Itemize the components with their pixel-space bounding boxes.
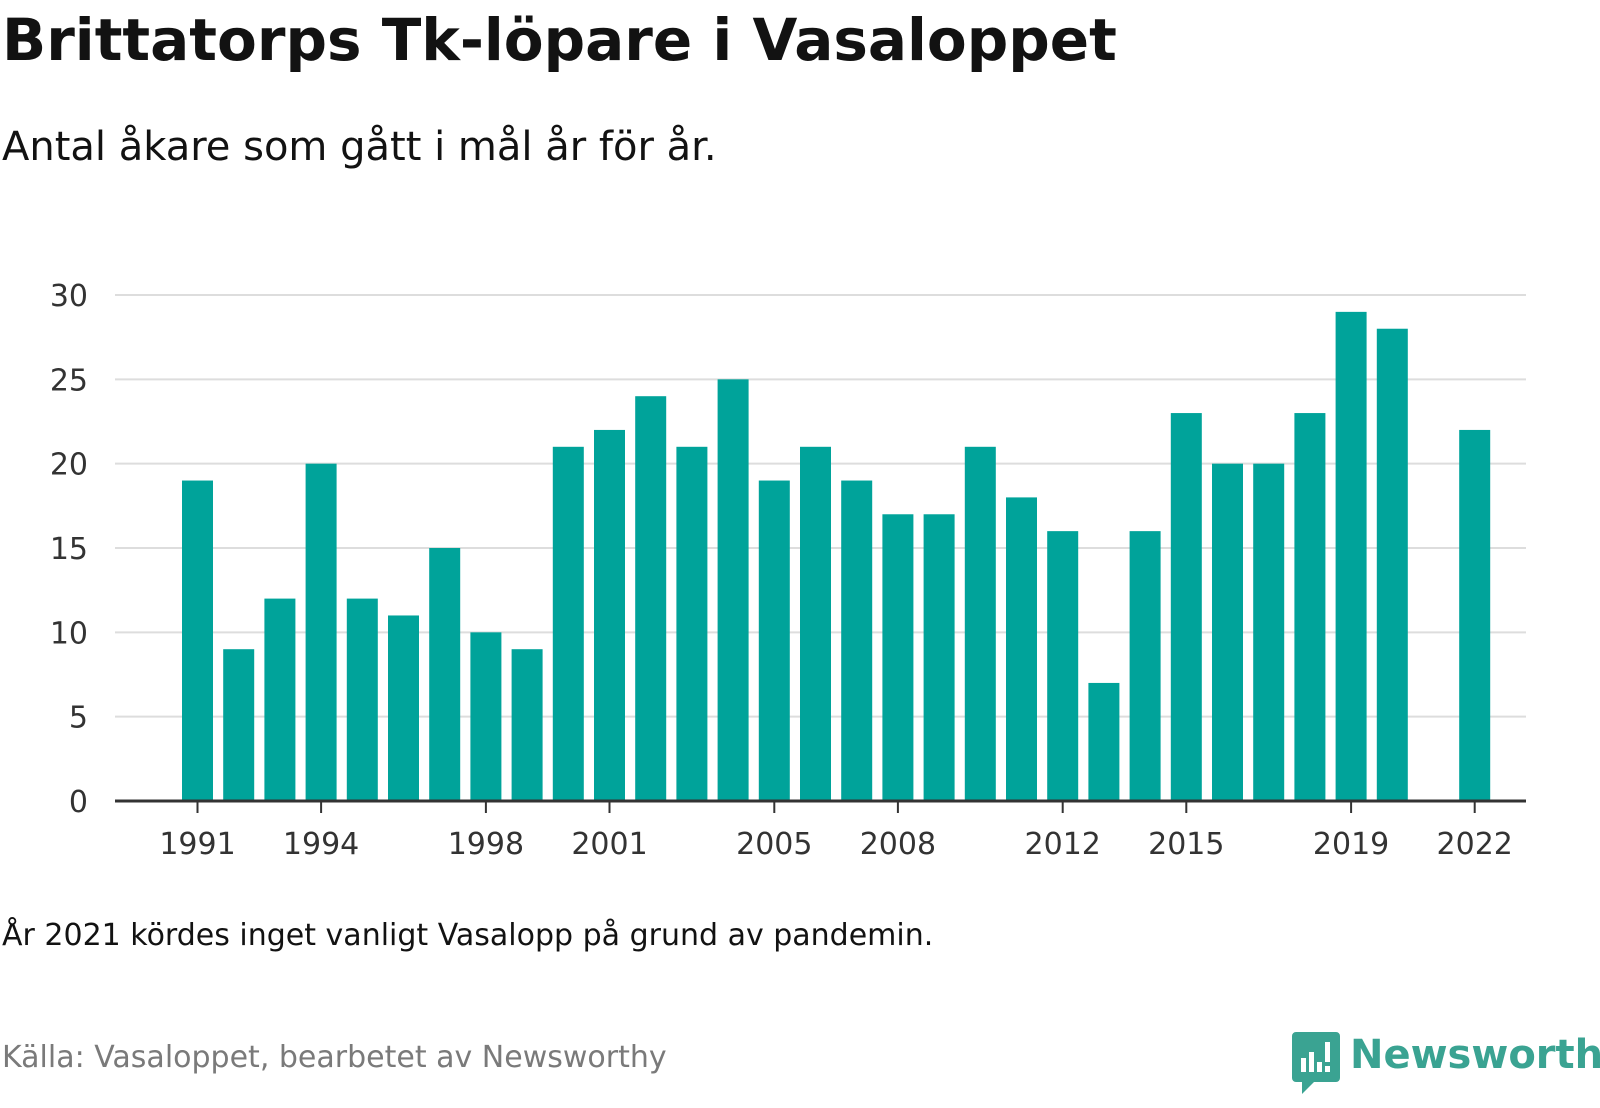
x-tick-label: 2022 — [1437, 827, 1513, 862]
bar-2018 — [1294, 413, 1326, 801]
bars — [182, 311, 1491, 801]
bar-1993 — [264, 598, 296, 801]
bar-2006 — [800, 446, 831, 801]
bar-2019 — [1335, 311, 1367, 801]
bar-1999 — [511, 649, 543, 801]
x-tick-label: 2012 — [1025, 827, 1101, 862]
bar-2005 — [758, 480, 790, 801]
bar-2013 — [1088, 682, 1120, 801]
bar-2017 — [1253, 463, 1285, 801]
chart-title: Brittatorps Tk-löpare i Vasaloppet — [2, 6, 1117, 74]
brand-name: Newsworthy — [1350, 1032, 1600, 1078]
source-text: Källa: Vasaloppet, bearbetet av Newswort… — [2, 1040, 667, 1075]
bar-1996 — [388, 615, 419, 801]
bar-2014 — [1129, 531, 1161, 801]
chart-subtitle: Antal åkare som gått i mål år för år. — [2, 124, 717, 170]
x-tick-label: 2019 — [1313, 827, 1389, 862]
bar-2008 — [882, 514, 914, 801]
x-tick-label: 1998 — [448, 827, 524, 862]
bar-2020 — [1376, 328, 1408, 801]
bar-1994 — [305, 463, 337, 801]
bar-2002 — [635, 396, 667, 801]
bar-2016 — [1212, 463, 1243, 801]
bar-2022 — [1459, 429, 1491, 801]
bar-chart: 0 5 10 15 20 25 30 1991 1994 1998 2001 2005 2008 2012… — [50, 279, 1526, 862]
y-tick-label: 20 — [50, 448, 88, 483]
bar-1998 — [470, 632, 502, 801]
x-tick-label: 2005 — [736, 827, 812, 862]
axes: 0 5 10 15 20 25 30 1991 1994 1998 2001 2005 2008 2012… — [50, 279, 1526, 862]
y-tick-label: 15 — [50, 532, 88, 567]
newsworthy-logo-icon — [1292, 1032, 1340, 1094]
x-tick-label: 1994 — [283, 827, 359, 862]
y-tick-label: 10 — [50, 616, 88, 651]
bar-2004 — [717, 379, 749, 801]
bar-1991 — [182, 480, 213, 801]
bar-2010 — [964, 446, 996, 801]
y-tick-label: 0 — [69, 785, 88, 820]
bar-2007 — [841, 480, 873, 801]
y-tick-label: 5 — [69, 701, 88, 736]
bar-1997 — [429, 548, 461, 801]
x-tick-label: 2008 — [860, 827, 936, 862]
bar-2011 — [1006, 497, 1037, 801]
bar-2009 — [923, 514, 955, 801]
y-tick-label: 25 — [50, 363, 88, 398]
bar-2003 — [676, 446, 708, 801]
bar-2012 — [1047, 531, 1079, 801]
bar-1992 — [223, 649, 255, 801]
bar-2001 — [594, 429, 625, 801]
bar-2015 — [1170, 413, 1202, 801]
newsworthy-logo[interactable]: Newsworthy — [1292, 1032, 1600, 1108]
y-tick-label: 30 — [50, 279, 88, 314]
bar-2000 — [552, 446, 584, 801]
x-tick-label: 1991 — [159, 827, 235, 862]
x-tick-label: 2015 — [1148, 827, 1224, 862]
chart-note: År 2021 kördes inget vanligt Vasalopp på… — [2, 918, 934, 953]
bar-1995 — [346, 598, 378, 801]
x-tick-label: 2001 — [571, 827, 647, 862]
